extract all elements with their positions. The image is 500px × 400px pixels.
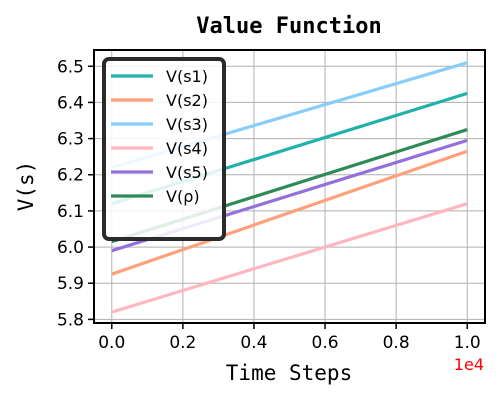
- y-tick-label: 6.3: [57, 130, 84, 150]
- series-line: [111, 149, 468, 276]
- x-tick-label: 0.0: [98, 333, 125, 353]
- legend: V(s1) V(s2) V(s3) V(s4) V(s5) V(ρ): [102, 57, 226, 241]
- x-tick-label: 1.0: [454, 333, 481, 353]
- y-tick-label: 6.1: [57, 202, 84, 222]
- y-tick-label: 6.2: [57, 166, 84, 186]
- y-tick-label: 5.9: [57, 274, 84, 294]
- legend-label: V(s5): [166, 163, 208, 182]
- legend-label: V(s2): [166, 91, 208, 110]
- chart-title: Value Function: [196, 14, 381, 39]
- legend-box: [102, 57, 226, 241]
- legend-label: V(ρ): [166, 187, 200, 206]
- x-axis-offset-label: 1e4: [454, 355, 484, 374]
- y-tick-label: 6.0: [57, 238, 84, 258]
- y-tick-label: 6.4: [57, 93, 84, 113]
- x-tick-label: 0.2: [169, 333, 196, 353]
- y-axis-label: V(s): [14, 161, 38, 212]
- y-tick-label: 6.5: [57, 57, 84, 77]
- legend-label: V(s4): [166, 139, 208, 158]
- x-tick-label: 0.4: [240, 333, 267, 353]
- x-tick-label: 0.6: [312, 333, 339, 353]
- y-tick-label: 5.8: [57, 310, 84, 330]
- series-line: [111, 202, 468, 314]
- legend-label: V(s3): [166, 115, 208, 134]
- legend-label: V(s1): [166, 67, 208, 86]
- x-axis-label: Time Steps: [226, 361, 352, 385]
- plot-area-frame: [93, 49, 486, 324]
- x-tick-label: 0.8: [383, 333, 410, 353]
- axis-ticks: 0.0 0.2 0.4 0.6 0.8 1.0 5.8 5.9 6.0 6.1 6.2 6.3 6.4 6…: [57, 57, 481, 353]
